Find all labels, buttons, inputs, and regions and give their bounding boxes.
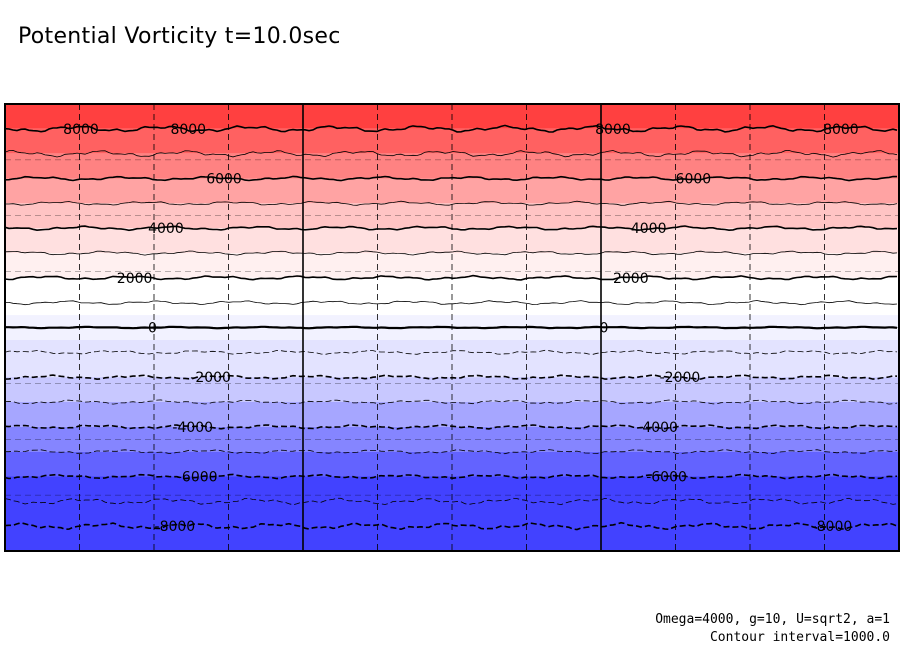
chart-title: Potential Vorticity t=10.0sec <box>18 24 341 49</box>
params-text: Omega=4000, g=10, U=sqrt2, a=1 <box>655 612 890 627</box>
contour-label: -2000 <box>190 370 231 386</box>
footer: Omega=4000, g=10, U=sqrt2, a=1 Contour i… <box>655 611 890 647</box>
plot-frame <box>4 103 900 552</box>
grid <box>5 104 899 551</box>
contour-label: 6000 <box>206 172 242 188</box>
contour-line <box>5 300 898 306</box>
contour-line <box>5 449 898 455</box>
contour-label: 0 <box>148 321 157 337</box>
contour-label: -6000 <box>177 470 218 486</box>
contour-label: 2000 <box>613 271 649 287</box>
contour-label: 4000 <box>148 221 184 237</box>
contour-label: 4000 <box>631 221 667 237</box>
contour-label: -6000 <box>646 470 687 486</box>
contour-label: 6000 <box>676 172 712 188</box>
contour-interval-text: Contour interval=1000.0 <box>709 630 890 645</box>
contour-label: 8000 <box>595 122 631 138</box>
contour-line <box>4 473 898 480</box>
contour-label: 0 <box>600 321 609 337</box>
contour-line <box>4 374 898 381</box>
contour-label: -4000 <box>172 420 213 436</box>
contour-line <box>4 399 898 405</box>
contour-label: 8000 <box>63 122 99 138</box>
contour-label: 8000 <box>823 122 859 138</box>
contour-line <box>4 349 898 355</box>
contour-line <box>5 200 898 206</box>
contour-line <box>4 423 898 430</box>
contour-line <box>4 250 898 256</box>
contour-labels: 8000 8000 8000 8000 6000 6000 4000 4000 2000 2000… <box>63 122 859 535</box>
contour-label: -8000 <box>155 519 196 535</box>
contour-label: -2000 <box>660 370 701 386</box>
contour-label: 2000 <box>117 271 153 287</box>
contour-label: -8000 <box>812 519 853 535</box>
contour-label: 8000 <box>170 122 206 138</box>
contour-label: -4000 <box>637 420 678 436</box>
